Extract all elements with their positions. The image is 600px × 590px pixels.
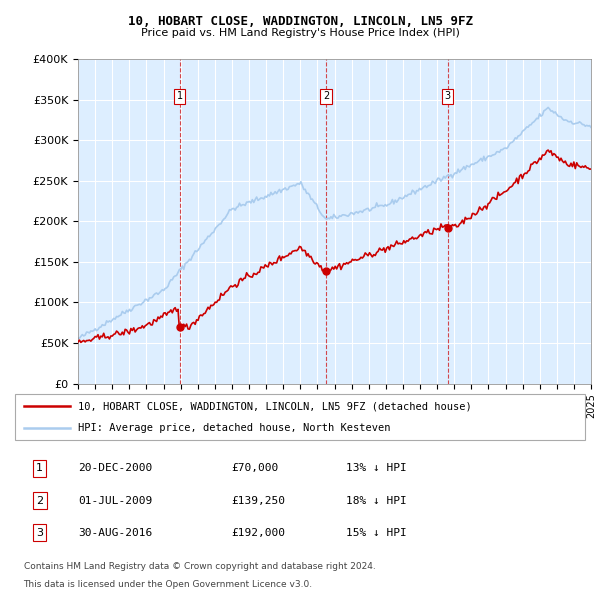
Text: Price paid vs. HM Land Registry's House Price Index (HPI): Price paid vs. HM Land Registry's House … (140, 28, 460, 38)
Text: 20-DEC-2000: 20-DEC-2000 (78, 464, 152, 473)
Text: Contains HM Land Registry data © Crown copyright and database right 2024.: Contains HM Land Registry data © Crown c… (23, 562, 375, 571)
Text: 18% ↓ HPI: 18% ↓ HPI (346, 496, 407, 506)
Text: 10, HOBART CLOSE, WADDINGTON, LINCOLN, LN5 9FZ (detached house): 10, HOBART CLOSE, WADDINGTON, LINCOLN, L… (78, 401, 472, 411)
Text: 3: 3 (445, 91, 451, 101)
Text: 2: 2 (323, 91, 329, 101)
Text: £139,250: £139,250 (231, 496, 285, 506)
Text: 13% ↓ HPI: 13% ↓ HPI (346, 464, 407, 473)
Text: This data is licensed under the Open Government Licence v3.0.: This data is licensed under the Open Gov… (23, 580, 313, 589)
Text: 3: 3 (36, 527, 43, 537)
Text: £192,000: £192,000 (231, 527, 285, 537)
Text: 01-JUL-2009: 01-JUL-2009 (78, 496, 152, 506)
FancyBboxPatch shape (15, 394, 585, 441)
Text: HPI: Average price, detached house, North Kesteven: HPI: Average price, detached house, Nort… (78, 424, 391, 434)
Text: 30-AUG-2016: 30-AUG-2016 (78, 527, 152, 537)
Text: 10, HOBART CLOSE, WADDINGTON, LINCOLN, LN5 9FZ: 10, HOBART CLOSE, WADDINGTON, LINCOLN, L… (128, 15, 473, 28)
Text: 15% ↓ HPI: 15% ↓ HPI (346, 527, 407, 537)
Text: £70,000: £70,000 (231, 464, 278, 473)
Text: 2: 2 (36, 496, 43, 506)
Text: 1: 1 (36, 464, 43, 473)
Text: 1: 1 (177, 91, 183, 101)
